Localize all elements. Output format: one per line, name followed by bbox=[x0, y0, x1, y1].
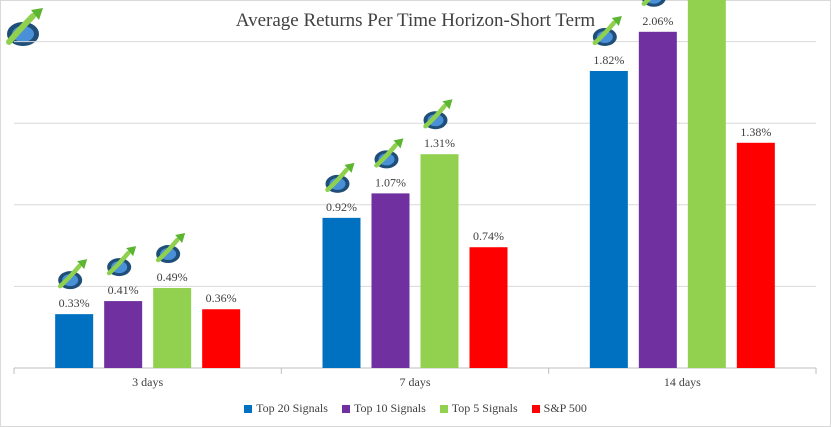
data-label: 0.49% bbox=[157, 270, 188, 284]
bar bbox=[736, 142, 775, 368]
growth-arrow-globe-icon bbox=[374, 138, 404, 169]
x-tick-label: 3 days bbox=[132, 375, 163, 389]
legend-label: Top 20 Signals bbox=[256, 401, 328, 415]
legend-item: Top 20 Signals bbox=[244, 401, 328, 416]
legend-swatch bbox=[439, 404, 448, 413]
data-label: 1.07% bbox=[375, 175, 406, 189]
chart-title: Average Returns Per Time Horizon-Short T… bbox=[235, 10, 596, 31]
bar bbox=[202, 309, 241, 368]
bar bbox=[589, 70, 628, 368]
legend-item: Top 5 Signals bbox=[439, 401, 518, 416]
data-label: 0.74% bbox=[473, 229, 504, 243]
data-label: 1.38% bbox=[740, 125, 771, 139]
growth-arrow-globe-icon bbox=[3, 4, 47, 52]
bar bbox=[153, 288, 192, 368]
chart-legend: Top 20 Signals Top 10 Signals Top 5 Signal… bbox=[0, 401, 831, 416]
bar bbox=[687, 0, 726, 369]
growth-arrow-globe-icon bbox=[325, 162, 355, 193]
data-label: 1.82% bbox=[593, 53, 624, 67]
legend-swatch bbox=[341, 404, 350, 413]
x-tick-label: 14 days bbox=[664, 375, 701, 389]
data-label: 0.41% bbox=[108, 283, 139, 297]
x-tick-label: 7 days bbox=[400, 375, 431, 389]
bar bbox=[371, 193, 410, 368]
growth-arrow-globe-icon bbox=[592, 15, 622, 46]
data-label: 2.06% bbox=[642, 14, 673, 28]
legend-swatch bbox=[531, 404, 540, 413]
bar bbox=[420, 154, 459, 368]
growth-arrow-globe-icon bbox=[57, 259, 88, 290]
growth-arrow-globe-icon bbox=[106, 246, 137, 277]
data-label: 0.33% bbox=[59, 296, 90, 310]
data-label: 0.36% bbox=[206, 291, 237, 305]
bar bbox=[55, 314, 94, 368]
bar bbox=[322, 217, 361, 368]
legend-item: Top 10 Signals bbox=[341, 401, 426, 416]
data-label: 1.31% bbox=[424, 136, 455, 150]
legend-swatch bbox=[244, 404, 253, 413]
legend-label: Top 10 Signals bbox=[353, 401, 426, 415]
growth-arrow-globe-icon bbox=[641, 0, 666, 7]
growth-arrow-globe-icon bbox=[155, 233, 186, 264]
bar bbox=[469, 247, 508, 368]
bar bbox=[638, 31, 677, 368]
growth-arrow-globe-icon bbox=[423, 99, 453, 130]
legend-label: S&P 500 bbox=[543, 401, 587, 415]
legend-label: Top 5 Signals bbox=[451, 401, 518, 415]
bar bbox=[104, 301, 143, 368]
data-label: 0.92% bbox=[326, 200, 357, 214]
legend-item: S&P 500 bbox=[531, 401, 587, 416]
